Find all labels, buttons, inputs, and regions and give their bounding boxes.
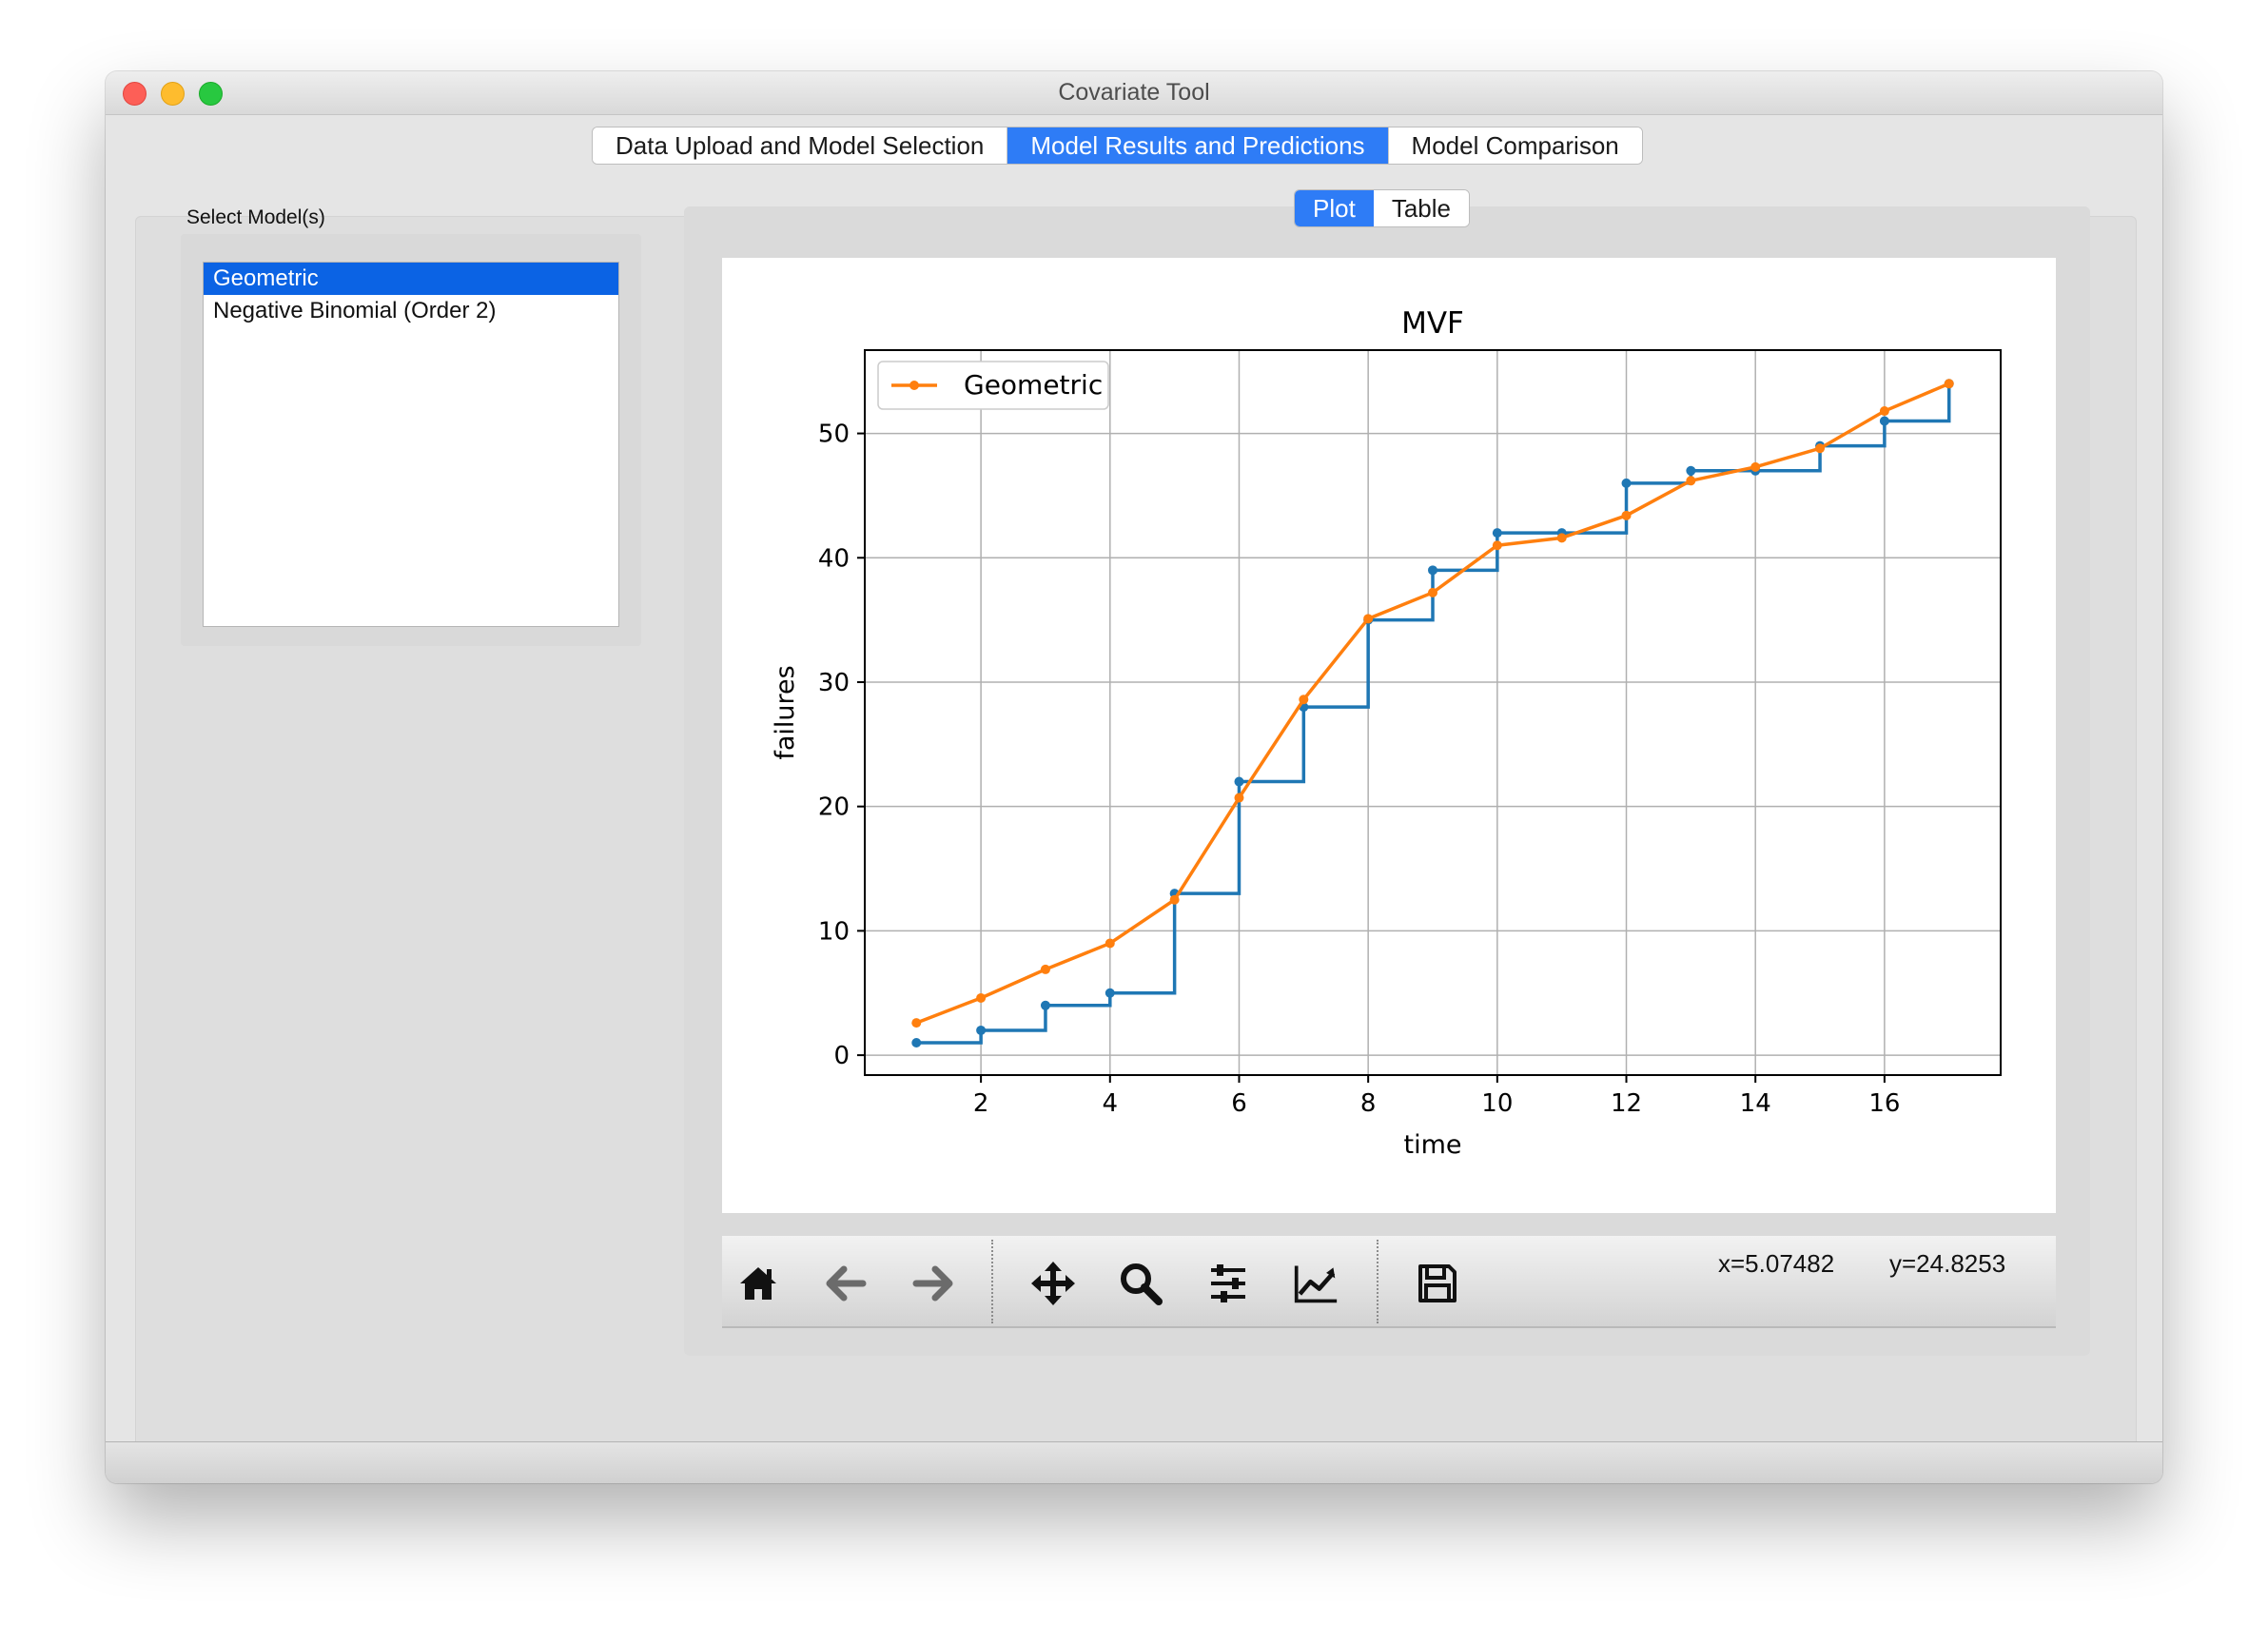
x-tick-label: 16: [1868, 1089, 1900, 1118]
model-point: [1299, 695, 1309, 705]
home-button[interactable]: [735, 1261, 781, 1306]
configure-subplots-icon: [1211, 1264, 1245, 1302]
x-tick-label: 2: [973, 1089, 989, 1118]
tab-model-results[interactable]: Model Results and Predictions: [1007, 127, 1389, 164]
pan-button[interactable]: [1030, 1261, 1076, 1306]
chart-title: MVF: [1401, 306, 1464, 341]
observed-point: [1234, 776, 1244, 787]
model-point: [976, 992, 987, 1003]
forward-button[interactable]: [910, 1261, 956, 1306]
y-tick-label: 40: [818, 544, 850, 573]
home-icon: [740, 1267, 776, 1300]
zoom-icon: [1121, 1263, 1163, 1305]
y-tick-label: 0: [833, 1042, 850, 1070]
window-title: Covariate Tool: [1058, 79, 1210, 106]
x-axis-label: time: [1403, 1130, 1461, 1160]
edit-axis-button[interactable]: [1293, 1261, 1339, 1306]
observed-point: [1492, 528, 1502, 538]
model-point: [1363, 614, 1374, 624]
app-window: Covariate Tool Data Upload and Model Sel…: [106, 71, 2162, 1483]
model-point: [1169, 894, 1180, 905]
observed-point: [1686, 465, 1696, 476]
observed-point: [1040, 1000, 1050, 1010]
model-item-geometric[interactable]: Geometric: [204, 263, 618, 295]
model-point: [1428, 587, 1437, 597]
observed-point: [1879, 416, 1889, 426]
axes-frame: [864, 349, 2002, 1076]
series-observed-line: [916, 383, 1951, 1045]
mvf-chart: 2 4 6 8 10 12 14 16 0 10 20 30 40 50 MVF time failures Ge…: [771, 306, 2002, 1160]
back-arrow-icon: [826, 1265, 867, 1302]
legend-label: Geometric: [964, 369, 1103, 401]
tab-model-comparison[interactable]: Model Comparison: [1388, 127, 1642, 164]
tab-table[interactable]: Table: [1373, 190, 1469, 226]
model-point: [1234, 793, 1244, 803]
observed-point: [911, 1038, 922, 1048]
save-icon: [1418, 1264, 1457, 1302]
y-axis-label: failures: [771, 665, 800, 759]
title-bar: Covariate Tool: [106, 71, 2162, 115]
model-point: [1556, 533, 1567, 543]
model-point: [1492, 540, 1502, 551]
select-models-label: Select Model(s): [186, 206, 325, 228]
observed-point: [1105, 988, 1115, 998]
view-tab-bar: Plot Table: [1294, 189, 1470, 227]
back-button[interactable]: [823, 1261, 869, 1306]
x-tick-label: 4: [1103, 1089, 1119, 1118]
tab-plot[interactable]: Plot: [1295, 190, 1374, 226]
model-item-negative-binomial[interactable]: Negative Binomial (Order 2): [213, 298, 497, 323]
minimize-window-button[interactable]: [161, 82, 185, 106]
model-listbox[interactable]: Geometric Negative Binomial (Order 2): [203, 262, 619, 627]
observed-point: [1428, 565, 1437, 576]
model-point: [1040, 964, 1050, 974]
x-tick-label: 12: [1611, 1089, 1642, 1118]
status-bar: [106, 1441, 2162, 1483]
plot-canvas[interactable]: 2 4 6 8 10 12 14 16 0 10 20 30 40 50 MVF time failures Ge…: [722, 258, 2056, 1213]
legend-box: [877, 361, 1109, 410]
zoom-window-button[interactable]: [199, 82, 223, 106]
zoom-button[interactable]: [1118, 1261, 1163, 1306]
x-tick-label: 14: [1740, 1089, 1771, 1118]
model-point: [1750, 461, 1761, 472]
forward-arrow-icon: [912, 1265, 953, 1302]
y-tick-label: 50: [818, 421, 850, 449]
y-tick-label: 20: [818, 793, 850, 822]
observed-point: [976, 1025, 987, 1035]
model-point: [1944, 379, 1954, 389]
model-point: [1815, 443, 1826, 454]
x-tick-label: 6: [1231, 1089, 1247, 1118]
model-point: [1621, 510, 1632, 520]
model-point: [1686, 476, 1696, 486]
coordinate-y-readout: y=24.8253: [1889, 1249, 2006, 1278]
y-tick-label: 30: [818, 669, 850, 697]
observed-point: [1621, 478, 1632, 488]
series-model-line: [915, 382, 1950, 1025]
configure-subplots-button[interactable]: [1205, 1261, 1251, 1306]
model-point: [911, 1018, 922, 1028]
x-tick-label: 8: [1360, 1089, 1377, 1118]
y-tick-label: 10: [818, 917, 850, 946]
x-tick-label: 10: [1481, 1089, 1513, 1118]
main-tab-bar: Data Upload and Model Selection Model Re…: [592, 127, 1643, 165]
coordinate-x-readout: x=5.07482: [1718, 1249, 1835, 1278]
plot-toolbar: x=5.07482 y=24.8253: [722, 1236, 2056, 1328]
model-point: [1879, 406, 1889, 417]
toolbar-separator: [1377, 1240, 1378, 1323]
pan-icon: [1031, 1262, 1075, 1305]
tab-data-upload[interactable]: Data Upload and Model Selection: [593, 127, 1008, 164]
close-window-button[interactable]: [123, 82, 147, 106]
toolbar-separator: [991, 1240, 993, 1323]
edit-axis-icon: [1294, 1265, 1338, 1303]
legend-marker: [909, 381, 919, 390]
save-button[interactable]: [1415, 1261, 1460, 1306]
model-point: [1105, 938, 1115, 949]
